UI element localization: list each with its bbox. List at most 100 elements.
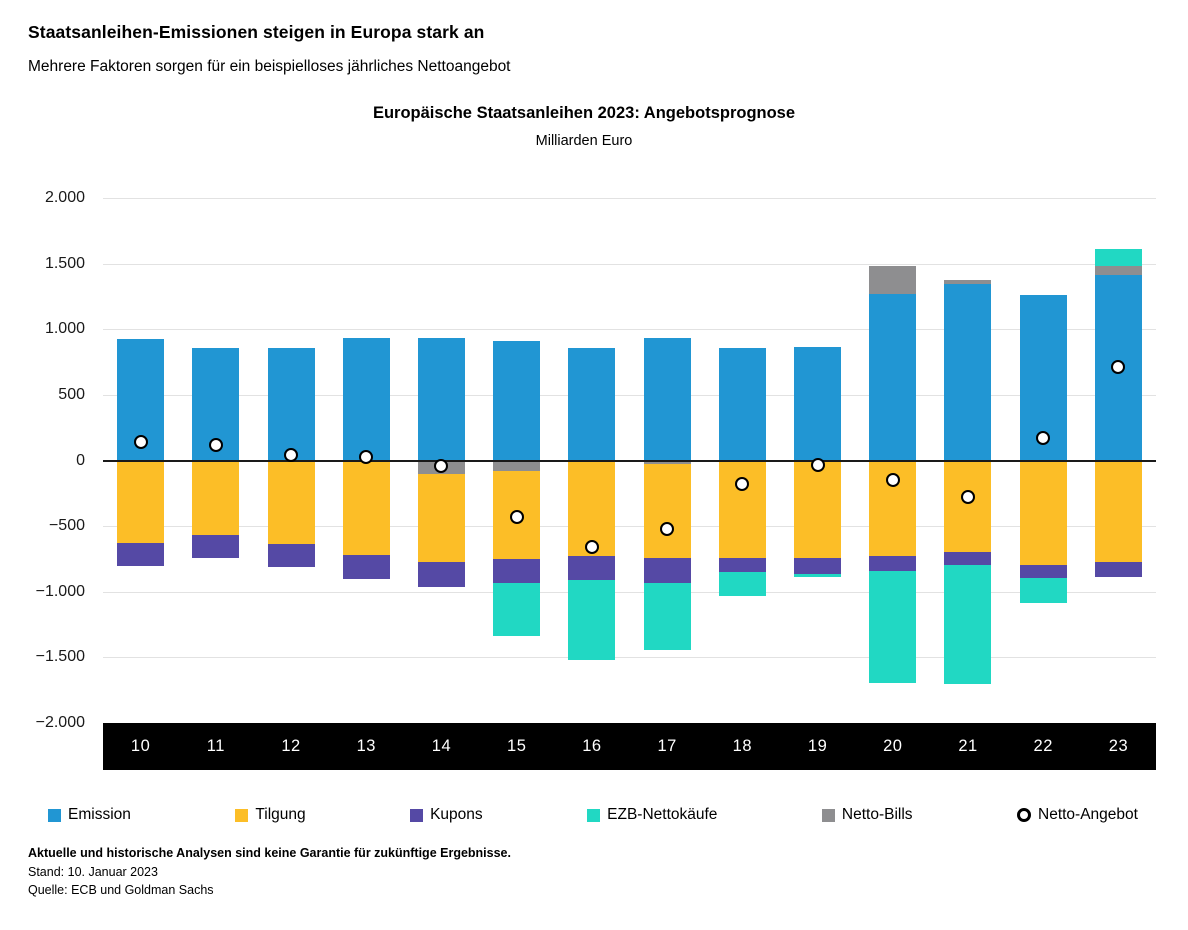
netto-angebot-marker xyxy=(810,458,825,473)
bar-segment-Emission xyxy=(568,347,616,461)
bar-segment-Emission xyxy=(944,283,992,461)
bar-segment-Tilgung xyxy=(1094,460,1142,563)
bar-segment-Emission xyxy=(267,348,315,461)
bar-segment-Kupons xyxy=(493,558,541,584)
legend-item: Emission xyxy=(48,806,131,824)
bar-segment-EZB-Nettokäufe xyxy=(794,574,842,578)
bar-segment-Tilgung xyxy=(643,463,691,559)
bar-segment-EZB-Nettokäufe xyxy=(643,582,691,650)
legend-item: Netto-Angebot xyxy=(1017,806,1138,824)
bar-segment-EZB-Nettokäufe xyxy=(568,579,616,660)
bar-segment-EZB-Nettokäufe xyxy=(718,572,766,596)
legend-swatch-icon xyxy=(587,808,601,822)
page-subtitle: Mehrere Faktoren sorgen für ein beispiel… xyxy=(28,58,511,75)
bar-segment-EZB-Nettokäufe xyxy=(944,564,992,684)
gridline xyxy=(103,198,1156,199)
netto-angebot-marker xyxy=(1036,431,1051,446)
bar-segment-Tilgung xyxy=(117,460,165,544)
legend-swatch-icon xyxy=(821,808,835,822)
y-axis-label: −1.000 xyxy=(35,582,85,600)
x-axis-label: 10 xyxy=(130,737,151,755)
bar-segment-Kupons xyxy=(342,555,390,580)
y-axis-label: −1.500 xyxy=(35,648,85,666)
bar-segment-Netto-Bills xyxy=(1094,265,1142,276)
legend-circle-icon xyxy=(1017,808,1031,822)
legend-label: Netto-Angebot xyxy=(1038,806,1138,823)
bar-segment-Kupons xyxy=(417,562,465,587)
legend-item: Netto-Bills xyxy=(821,806,913,824)
legend-swatch-icon xyxy=(48,808,61,822)
netto-angebot-marker xyxy=(885,473,900,488)
bar-segment-Emission xyxy=(869,294,917,461)
legend-swatch-icon xyxy=(410,808,424,822)
bar-segment-Kupons xyxy=(643,558,691,583)
x-axis-label: 22 xyxy=(1033,737,1053,755)
legend-label: Netto-Bills xyxy=(841,806,913,823)
bar-segment-Tilgung xyxy=(794,460,842,558)
legend-label: Kupons xyxy=(430,806,483,823)
bar-segment-Tilgung xyxy=(944,460,992,553)
y-axis-label: −2.000 xyxy=(35,714,85,731)
legend-label: EZB-Nettokäufe xyxy=(607,806,718,823)
bar-segment-Emission xyxy=(493,341,541,461)
bar-segment-Kupons xyxy=(192,534,240,558)
y-axis-label: −500 xyxy=(48,517,85,535)
netto-angebot-marker xyxy=(133,435,148,450)
legend-label: Tilgung xyxy=(255,806,306,823)
y-axis-label: 2.000 xyxy=(44,189,85,206)
x-axis: 10 11 12 13 14 15 16 17 18 19 20 21 22 23 xyxy=(103,723,1156,770)
y-axis-label: 1.500 xyxy=(44,254,85,272)
bar-segment-EZB-Nettokäufe xyxy=(1019,577,1067,603)
chart-title: Europäische Staatsanleihen 2023: Angebot… xyxy=(372,104,796,122)
bar-segment-Kupons xyxy=(869,555,917,571)
bar-segment-Emission xyxy=(342,337,390,461)
netto-angebot-marker xyxy=(660,521,675,536)
x-axis-label: 17 xyxy=(657,737,677,755)
bar-segment-Kupons xyxy=(1094,562,1142,577)
netto-angebot-marker xyxy=(434,458,449,473)
bar-segment-Emission xyxy=(643,338,691,461)
legend-item: Kupons xyxy=(410,806,483,824)
x-axis-label: 18 xyxy=(732,737,753,755)
y-axis-label: 0 xyxy=(76,451,85,469)
bar-segment-Netto-Bills xyxy=(493,460,541,471)
netto-angebot-marker xyxy=(208,437,223,452)
disclaimer: Aktuelle und historische Analysen sind k… xyxy=(28,846,511,860)
bar-segment-Tilgung xyxy=(267,460,315,544)
x-axis-label: 12 xyxy=(281,737,301,755)
gridline xyxy=(103,329,1156,331)
x-axis-label: 13 xyxy=(356,737,376,755)
chart-subtitle: Milliarden Euro xyxy=(535,133,633,149)
bar-segment-EZB-Nettokäufe xyxy=(493,583,541,636)
bar-segment-Kupons xyxy=(1019,564,1067,578)
gridline xyxy=(103,263,1156,265)
x-axis-label: 11 xyxy=(206,737,225,755)
legend-label: Emission xyxy=(68,806,131,823)
x-axis-label: 15 xyxy=(507,737,527,755)
bar-segment-Kupons xyxy=(718,557,766,573)
plot-area xyxy=(103,198,1156,723)
bar-segment-EZB-Nettokäufe xyxy=(1094,248,1142,266)
source: Quelle: ECB und Goldman Sachs xyxy=(28,883,214,897)
gridline xyxy=(103,394,1156,396)
bar-segment-Kupons xyxy=(944,552,992,565)
netto-angebot-marker xyxy=(1111,360,1126,375)
netto-angebot-marker xyxy=(960,490,975,505)
bar-segment-Tilgung xyxy=(417,474,465,563)
netto-angebot-marker xyxy=(359,449,374,464)
x-axis-label: 16 xyxy=(582,737,602,755)
bar-segment-Kupons xyxy=(267,543,315,567)
x-axis-label: 20 xyxy=(883,737,903,755)
legend: Emission Tilgung Kupons EZB-Nettokäufe Netto… xyxy=(48,806,1138,824)
netto-angebot-marker xyxy=(284,447,299,462)
x-axis-label: 23 xyxy=(1108,737,1129,755)
bar-segment-Kupons xyxy=(568,556,616,580)
bar-segment-Emission xyxy=(794,346,842,461)
legend-item: EZB-Nettokäufe xyxy=(587,806,717,824)
netto-angebot-marker xyxy=(735,477,750,492)
bar-segment-Tilgung xyxy=(1019,460,1067,565)
bar-segment-Kupons xyxy=(794,557,842,575)
bar-segment-Tilgung xyxy=(342,460,390,555)
bar-segment-Emission xyxy=(417,338,465,461)
